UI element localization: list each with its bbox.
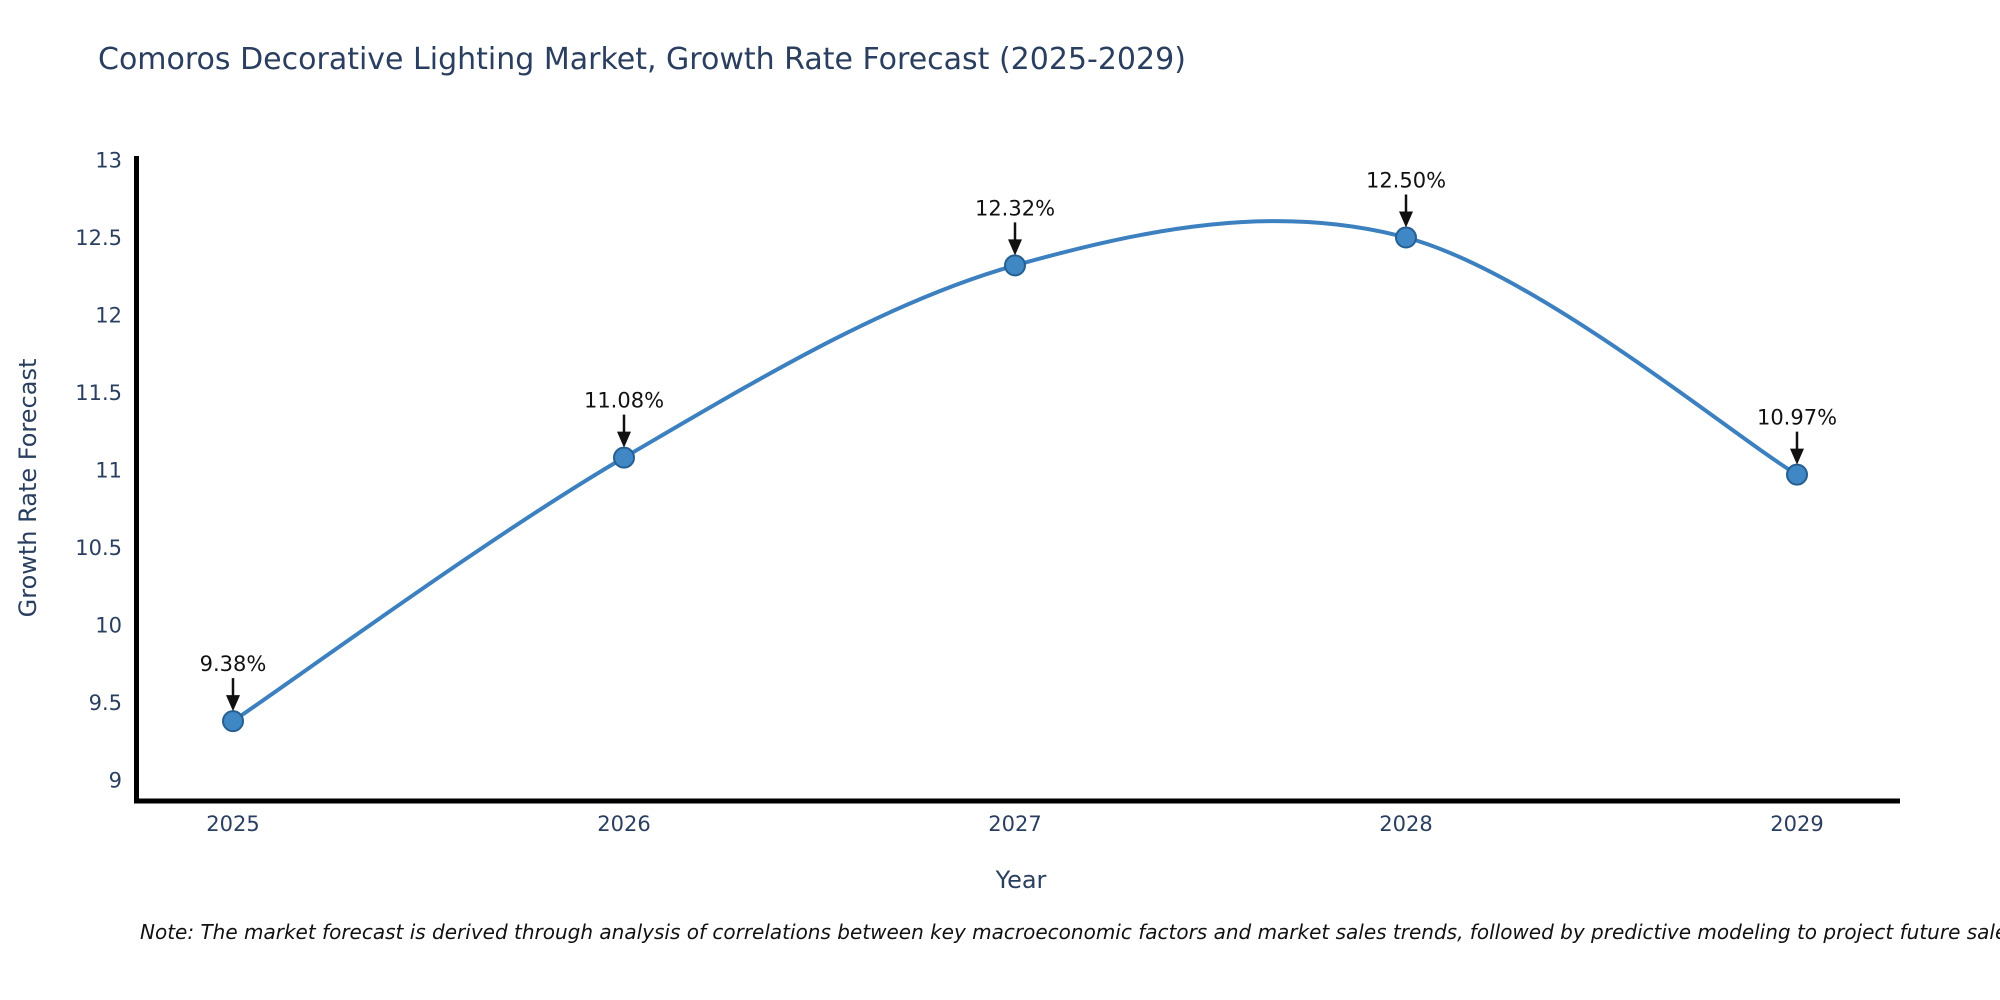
y-tick-label: 13 [95, 149, 122, 173]
point-annotation: 12.32% [975, 196, 1055, 220]
data-point-2026[interactable] [613, 446, 635, 469]
x-tick-label: 2027 [988, 812, 1041, 836]
y-tick-label: 9 [109, 769, 122, 793]
x-tick-label: 2029 [1770, 812, 1823, 836]
x-tick-label: 2026 [597, 812, 650, 836]
point-annotation: 12.50% [1366, 169, 1446, 193]
annotation-arrow-head [1399, 211, 1413, 228]
annotation-arrow-head [1790, 448, 1804, 465]
y-tick-label: 12.5 [75, 226, 122, 250]
y-tick-label: 12 [95, 304, 122, 328]
annotation-arrow-head [226, 695, 240, 712]
x-tick-label: 2028 [1379, 812, 1432, 836]
point-annotation: 11.08% [584, 389, 664, 413]
point-annotation: 9.38% [200, 652, 267, 676]
annotation-arrow-head [1008, 239, 1022, 256]
footnote: Note: The market forecast is derived thr… [140, 920, 2000, 944]
y-tick-label: 11 [95, 459, 122, 483]
data-point-2025[interactable] [222, 710, 244, 733]
y-tick-label: 10.5 [75, 536, 122, 560]
data-point-2027[interactable] [1004, 254, 1026, 277]
point-annotation: 10.97% [1757, 406, 1837, 430]
chart-title: Comoros Decorative Lighting Market, Grow… [98, 42, 1186, 77]
y-tick-label: 10 [95, 614, 122, 638]
x-tick-label: 2025 [206, 812, 259, 836]
y-tick-label: 9.5 [89, 691, 122, 715]
y-tick-label: 11.5 [75, 381, 122, 405]
annotation-arrow-head [617, 431, 631, 448]
x-axis-title: Year [995, 866, 1047, 894]
data-point-2028[interactable] [1395, 226, 1417, 249]
data-point-2029[interactable] [1786, 463, 1808, 486]
forecast-line [231, 219, 1799, 723]
